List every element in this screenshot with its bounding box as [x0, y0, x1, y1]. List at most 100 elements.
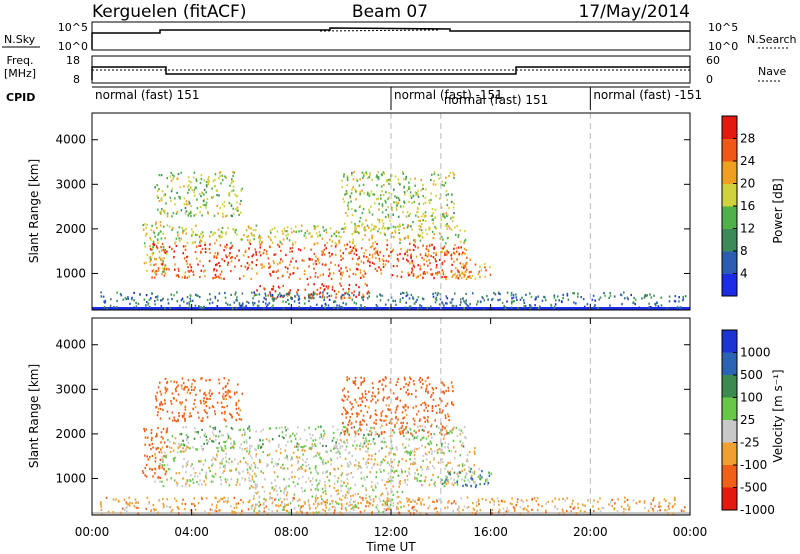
- heatmap-cell: [399, 238, 402, 241]
- heatmap-cell: [150, 228, 152, 231]
- heatmap-cell: [321, 487, 324, 490]
- heatmap-cell: [135, 501, 137, 504]
- heatmap-cell: [230, 204, 233, 207]
- heatmap-cell: [453, 500, 455, 503]
- heatmap-cell: [325, 512, 328, 515]
- heatmap-cell: [257, 444, 260, 447]
- heatmap-cell: [454, 233, 457, 236]
- heatmap-cell: [350, 251, 352, 254]
- heatmap-cell: [668, 507, 670, 510]
- y-tick-label: 4000: [55, 133, 86, 147]
- heatmap-cell: [341, 306, 343, 309]
- heatmap-cell: [201, 428, 203, 431]
- heatmap-cell: [358, 225, 360, 228]
- heatmap-cell: [235, 208, 237, 211]
- heatmap-cell: [494, 293, 497, 296]
- heatmap-cell: [360, 429, 362, 432]
- heatmap-cell: [410, 256, 412, 259]
- heatmap-cell: [463, 275, 466, 278]
- heatmap-cell: [396, 396, 399, 399]
- heatmap-cell: [286, 509, 289, 512]
- heatmap-cell: [398, 199, 401, 202]
- heatmap-cell: [238, 303, 241, 306]
- heatmap-cell: [157, 241, 159, 245]
- heatmap-cell: [422, 187, 424, 190]
- heatmap-cell: [219, 462, 221, 465]
- heatmap-cell: [438, 197, 441, 200]
- heatmap-cell: [364, 226, 366, 229]
- heatmap-cell: [238, 472, 241, 475]
- heatmap-cell: [419, 418, 421, 421]
- heatmap-cell: [412, 498, 414, 502]
- heatmap-cell: [374, 433, 376, 436]
- heatmap-cell: [375, 304, 378, 307]
- heatmap-cell: [363, 476, 365, 479]
- heatmap-cell: [479, 483, 481, 486]
- heatmap-cell: [322, 273, 325, 276]
- heatmap-cell: [216, 455, 218, 458]
- heatmap-cell: [193, 388, 195, 392]
- heatmap-cell: [385, 423, 388, 426]
- heatmap-cell: [314, 488, 317, 491]
- heatmap-cell: [126, 502, 129, 505]
- heatmap-cell: [259, 246, 262, 249]
- heatmap-cell: [445, 432, 448, 435]
- heatmap-cell: [376, 269, 378, 272]
- heatmap-cell: [291, 257, 294, 260]
- heatmap-cell: [155, 270, 157, 273]
- heatmap-cell: [248, 500, 251, 503]
- heatmap-cell: [294, 437, 297, 440]
- heatmap-cell: [220, 171, 222, 174]
- heatmap-cell: [157, 407, 160, 410]
- heatmap-cell: [591, 298, 594, 301]
- heatmap-cell: [231, 178, 233, 181]
- heatmap-cell: [453, 173, 455, 176]
- heatmap-cell: [205, 435, 208, 438]
- heatmap-cell: [259, 503, 262, 506]
- heatmap-cell: [397, 464, 399, 467]
- heatmap-cell: [436, 294, 439, 297]
- heatmap-cell: [419, 273, 422, 277]
- heatmap-cell: [429, 440, 432, 443]
- heatmap-cell: [211, 392, 213, 395]
- heatmap-cell: [363, 509, 366, 512]
- heatmap-cell: [392, 392, 395, 395]
- heatmap-cell: [166, 463, 169, 466]
- heatmap-cell: [322, 252, 324, 255]
- heatmap-cell: [381, 479, 384, 482]
- heatmap-cell: [252, 228, 255, 232]
- heatmap-cell: [205, 394, 207, 397]
- heatmap-cell: [464, 252, 466, 255]
- heatmap-cell: [446, 506, 449, 509]
- heatmap-cell: [373, 247, 376, 251]
- heatmap-cell: [435, 296, 438, 299]
- heatmap-cell: [497, 500, 500, 503]
- heatmap-cell: [387, 216, 390, 219]
- heatmap-cell: [676, 305, 679, 308]
- heatmap-cell: [151, 252, 154, 255]
- heatmap-cell: [430, 395, 432, 398]
- heatmap-cell: [302, 453, 304, 456]
- heatmap-cell: [189, 509, 192, 512]
- heatmap-cell: [458, 513, 460, 516]
- heatmap-cell: [404, 252, 407, 255]
- heatmap-cell: [240, 418, 243, 421]
- heatmap-cell: [438, 498, 441, 501]
- heatmap-cell: [377, 218, 379, 221]
- heatmap-cell: [430, 192, 432, 195]
- heatmap-cell: [215, 189, 218, 192]
- heatmap-cell: [440, 429, 443, 432]
- heatmap-cell: [378, 391, 380, 394]
- nave-top-tick: 60: [706, 54, 720, 67]
- heatmap-cell: [339, 434, 341, 437]
- heatmap-cell: [245, 439, 248, 442]
- heatmap-cell: [354, 229, 356, 232]
- heatmap-cell: [346, 411, 348, 414]
- heatmap-cell: [178, 269, 180, 272]
- heatmap-cell: [402, 417, 404, 420]
- x-tick-label: 00:00: [673, 525, 708, 539]
- heatmap-cell: [204, 410, 207, 414]
- heatmap-cell: [362, 381, 364, 384]
- heatmap-cell: [193, 194, 196, 197]
